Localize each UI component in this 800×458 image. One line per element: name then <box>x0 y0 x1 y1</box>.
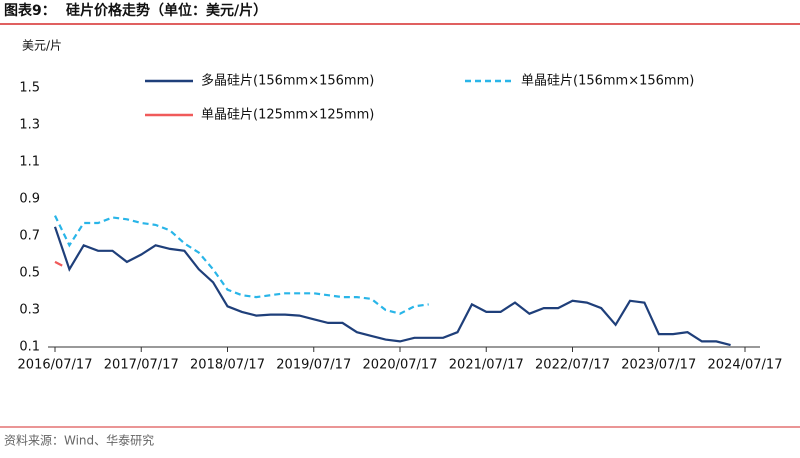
x-tick-label: 2018/07/17 <box>190 358 265 373</box>
legend-label: 单晶硅片(125mm×125mm) <box>201 108 374 123</box>
x-tick-label: 2020/07/17 <box>363 358 438 373</box>
series-line <box>54 215 429 315</box>
y-tick-label: 0.7 <box>19 229 40 244</box>
x-tick-label: 2021/07/17 <box>449 358 524 373</box>
legend-label: 单晶硅片(156mm×156mm) <box>521 74 694 89</box>
y-tick-label: 1.5 <box>19 81 40 96</box>
source: 资料来源：Wind、华泰研究 <box>4 433 154 448</box>
y-tick-label: 0.5 <box>19 266 40 281</box>
legend-label: 多晶硅片(156mm×156mm) <box>201 73 374 89</box>
y-tick-label: 1.1 <box>19 155 40 170</box>
x-tick-label: 2023/07/17 <box>621 358 696 373</box>
series-line <box>53 226 731 347</box>
chart-title: 硅片价格走势（单位：美元/片） <box>66 2 267 19</box>
x-tick-label: 2019/07/17 <box>276 358 351 373</box>
x-tick-label: 2024/07/17 <box>708 358 783 373</box>
figure-label: 图表9： <box>4 2 56 19</box>
y-axis-label: 美元/片 <box>22 39 62 53</box>
y-tick-label: 0.1 <box>19 340 40 355</box>
x-tick-label: 2022/07/17 <box>535 358 610 373</box>
y-tick-label: 0.9 <box>19 192 40 207</box>
y-tick-label: 0.3 <box>19 303 40 318</box>
series-line <box>54 260 63 267</box>
x-tick-label: 2017/07/17 <box>104 358 179 373</box>
x-tick-label: 2016/07/17 <box>18 358 93 373</box>
y-tick-label: 1.3 <box>19 118 40 133</box>
